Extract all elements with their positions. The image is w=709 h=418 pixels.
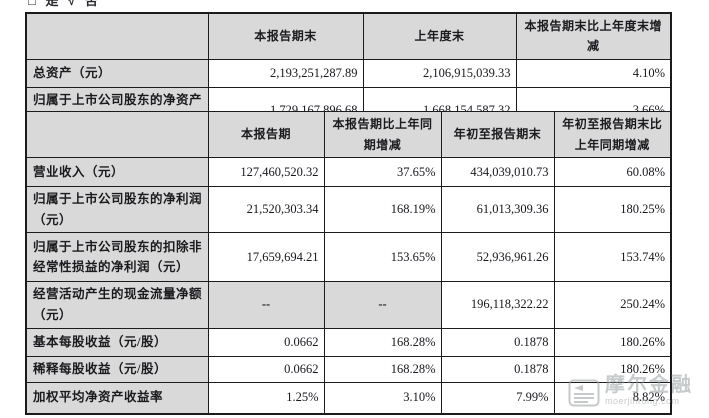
value-cell: 196,118,322.22	[440, 281, 555, 329]
value-cell: 153.74%	[553, 232, 672, 283]
col-header: 上年度末	[362, 12, 517, 60]
value-cell: 168.19%	[323, 185, 442, 234]
row-label: 营业收入（元）	[25, 157, 209, 187]
value-cell: 0.1878	[440, 327, 555, 357]
value-cell: 17,659,694.21	[207, 232, 325, 283]
table-row: 归属于上市公司股东的扣除非经常性损益的净利润（元） 17,659,694.21 …	[25, 232, 672, 283]
table-row: 基本每股收益（元/股） 0.0662 168.28% 0.1878 180.26…	[25, 327, 672, 357]
row-label: 归属于上市公司股东的净利润（元）	[25, 185, 209, 234]
value-cell: 2,106,915,039.33	[362, 58, 517, 88]
col-header: 本报告期	[207, 111, 325, 158]
value-cell: 52,936,961.26	[440, 232, 555, 283]
table-row: 稀释每股收益（元/股） 0.0662 168.28% 0.1878 180.26…	[25, 355, 672, 383]
value-cell: 0.1878	[440, 355, 555, 383]
value-cell: 434,039,010.73	[440, 157, 555, 187]
value-cell: 0.0662	[207, 355, 325, 383]
value-cell: 168.28%	[323, 355, 442, 383]
value-cell: 8.82%	[553, 381, 672, 415]
value-cell: 37.65%	[323, 157, 442, 187]
value-cell: 180.26%	[553, 355, 672, 383]
col-header: 本报告期末	[207, 12, 364, 60]
value-cell: 180.25%	[553, 185, 672, 234]
value-cell: 180.26%	[553, 327, 672, 357]
row-label: 归属于上市公司股东的扣除非经常性损益的净利润（元）	[25, 232, 209, 283]
row-label: 经营活动产生的现金流量净额（元）	[25, 281, 209, 329]
value-cell: 168.28%	[323, 327, 442, 357]
value-cell: 7.99%	[440, 381, 555, 415]
value-cell: 1.25%	[207, 381, 325, 415]
corner-cell	[25, 12, 209, 60]
value-cell: 153.65%	[323, 232, 442, 283]
table-row: 经营活动产生的现金流量净额（元） -- -- 196,118,322.22 25…	[25, 281, 672, 329]
value-cell: --	[323, 281, 442, 329]
value-cell: 60.08%	[553, 157, 672, 187]
row-label: 总资产（元）	[25, 58, 209, 88]
col-header: 年初至报告期末比上年同期增减	[553, 111, 672, 158]
value-cell: 2,193,251,287.89	[207, 58, 364, 88]
col-header: 本报告期比上年同期增减	[323, 111, 442, 158]
table-row: 归属于上市公司股东的净利润（元） 21,520,303.34 168.19% 6…	[25, 185, 672, 234]
top-note: □ 是 √ 否	[28, 0, 228, 7]
value-cell: 3.10%	[323, 381, 442, 415]
col-header: 年初至报告期末	[440, 111, 555, 158]
table-row: 总资产（元） 2,193,251,287.89 2,106,915,039.33…	[25, 58, 672, 88]
row-label: 基本每股收益（元/股）	[25, 327, 209, 357]
corner-cell	[25, 111, 209, 158]
period-table: 本报告期 本报告期比上年同期增减 年初至报告期末 年初至报告期末比上年同期增减 …	[25, 111, 672, 415]
summary-header-row: 本报告期末 上年度末 本报告期末比上年度末增减	[25, 12, 672, 60]
value-cell: 21,520,303.34	[207, 185, 325, 234]
value-cell: --	[207, 281, 325, 329]
value-cell: 127,460,520.32	[207, 157, 325, 187]
table-row: 加权平均净资产收益率 1.25% 3.10% 7.99% 8.82%	[25, 381, 672, 415]
row-label: 加权平均净资产收益率	[25, 381, 209, 415]
period-header-row: 本报告期 本报告期比上年同期增减 年初至报告期末 年初至报告期末比上年同期增减	[25, 111, 672, 158]
value-cell: 0.0662	[207, 327, 325, 357]
value-cell: 250.24%	[553, 281, 672, 329]
yes-no-checkboxes: □ 是 √ 否	[28, 0, 228, 7]
value-cell: 61,013,309.36	[440, 185, 555, 234]
col-header: 本报告期末比上年度末增减	[515, 12, 672, 60]
row-label: 稀释每股收益（元/股）	[25, 355, 209, 383]
table-row: 营业收入（元） 127,460,520.32 37.65% 434,039,01…	[25, 157, 672, 187]
value-cell: 4.10%	[515, 58, 672, 88]
